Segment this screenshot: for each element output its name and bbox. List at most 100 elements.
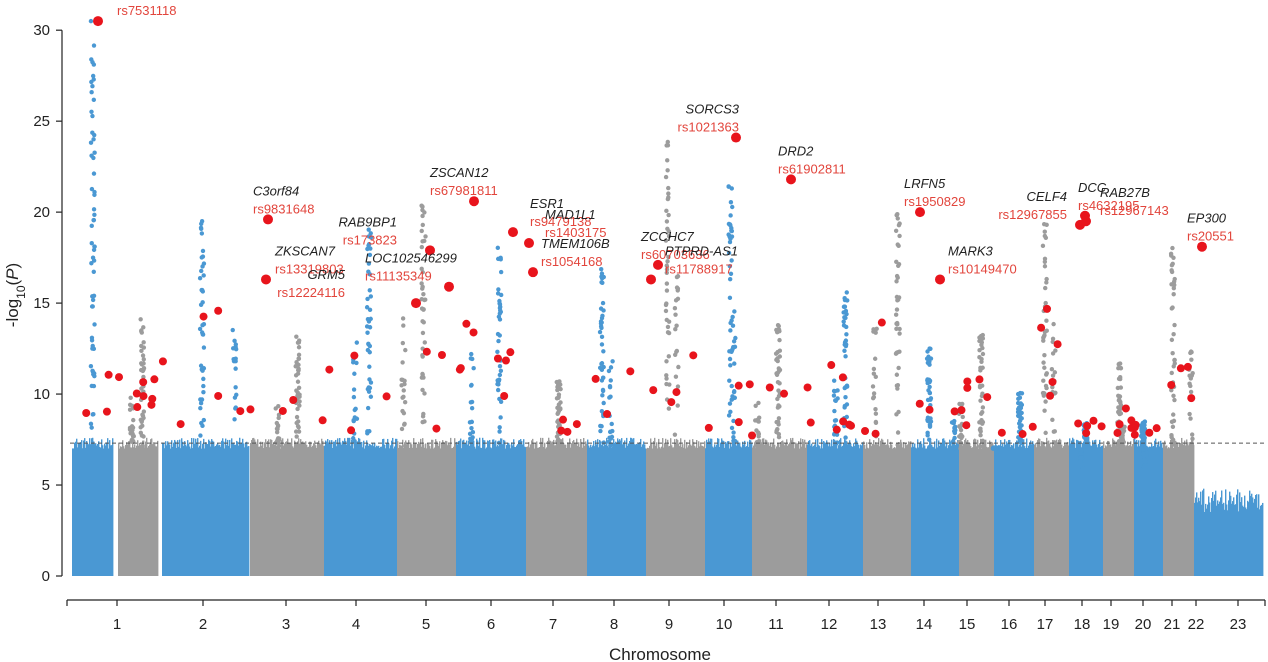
chromosome-14-point [897,233,902,239]
chromosome-3-point [199,268,204,274]
chromosome-23-bin [1221,490,1223,576]
chromosome-5-point [367,350,372,355]
chromosome-11-bin [750,440,752,576]
chromosome-5-bin [368,445,370,576]
chromosome-21-bin [1153,445,1155,576]
chromosome-6-bin [417,443,419,576]
chromosome-6-point [420,330,426,336]
chromosome-10-point [672,306,678,311]
chromosome-4-bin [277,445,279,576]
chromosome-4-bin [257,439,259,576]
chromosome-12-bin [774,444,776,576]
chromosome-13-point [842,297,848,303]
chromosome-6-point [400,316,406,321]
chromosome-15-point [927,424,933,429]
chromosome-17-point [1018,403,1024,409]
chromosome-15-point [953,428,958,433]
chromosome-4-bin [260,441,262,576]
chromosome-6-bin [427,443,429,576]
chromosome-4-bin [300,439,302,576]
chromosome-11-bin [730,442,732,576]
chromosome-19-bin [1088,438,1090,576]
chromosome-13-bin [820,448,822,576]
chromosome-11-point [730,314,735,320]
chromosome-11-points [705,184,753,576]
chromosome-10-bin [664,442,666,576]
chromosome-21-bin [1136,439,1138,576]
chromosome-13-bin [821,439,823,576]
chromosome-6-bin [405,440,407,576]
chromosome-10-bin [656,442,658,576]
chromosome-5-point [352,407,357,413]
chromosome-8-bin [526,446,528,576]
chromosome-11-bin [737,440,739,576]
chromosome-19-bin [1096,444,1098,576]
chromosome-8-bin [573,439,575,576]
chromosome-12-bin [763,438,765,576]
chromosome-22-bin [1174,440,1176,576]
chromosome-3-bin [162,442,164,576]
chromosome-7-point [498,292,504,298]
chromosome-19-bin [1077,440,1079,576]
chromosome-13-bin [832,446,834,576]
chromosome-22-bin [1176,442,1178,576]
chromosome-16-hit [975,375,984,384]
chromosome-4-bin [266,446,268,576]
chromosome-1-point [90,297,96,303]
chromosome-5-bin [339,438,341,576]
chromosome-14-bin [885,444,887,576]
chromosome-6-bin [442,440,444,576]
chromosome-13-bin [853,443,855,576]
chromosome-4-point [294,334,299,339]
chromosome-11-point [732,438,738,444]
chromosome-5-point [354,360,359,366]
chromosome-5-point [365,405,371,411]
chromosome-6-bin [449,444,451,576]
chromosome-6-bin [447,445,449,576]
chromosome-12-bin [783,442,785,576]
chromosome-10-point [666,254,671,260]
chromosome-4-bin [290,443,292,576]
chromosome-3-bin [193,438,195,576]
chromosome-9-bin [635,444,637,576]
chromosome-22-point [1171,292,1176,297]
chromosome-2-bin [125,445,127,576]
chromosome-1-bin [94,444,96,576]
snp-label: rs20551 [1187,229,1234,244]
chromosome-13-bin [827,442,829,576]
chromosome-16-bin [964,439,966,576]
chromosome-12-points [752,322,808,576]
chromosome-10-bin [670,438,672,576]
chromosome-3-bin [237,441,239,576]
chromosome-9-point [608,378,613,383]
chromosome-6-bin [397,441,399,576]
chromosome-21-bin [1155,438,1157,576]
chromosome-5-point [366,342,371,347]
chromosome-22-point [1189,432,1195,437]
chromosome-12-point [756,430,761,435]
chromosome-13-point [831,388,837,394]
chromosome-23-bin [1216,505,1218,576]
chromosome-3-hit [176,420,185,429]
chromosome-16-bin [974,438,976,576]
chromosome-22-bin [1177,442,1179,576]
chromosome-19-bin [1078,440,1080,576]
chromosome-7-bin [489,439,491,576]
chromosome-9-point [606,368,612,374]
x-tick-label: 12 [821,616,838,633]
chromosome-6-points [397,203,457,576]
chromosome-13-bin [851,446,853,576]
chromosome-12-bin [773,438,775,576]
chromosome-12-hit [748,431,757,440]
chromosome-18-point [1043,399,1048,404]
chromosome-4-point [295,394,300,399]
chromosome-4-bin [296,444,298,576]
chromosome-6-bin [430,448,432,576]
chromosome-18-bin [1052,440,1054,576]
chromosome-9-bin [619,439,621,576]
chromosome-18-bin [1047,441,1049,576]
chromosome-2-point [128,395,133,401]
chromosome-10-point [663,302,669,308]
chromosome-5-point [366,261,372,266]
chromosome-13-point [832,418,838,423]
